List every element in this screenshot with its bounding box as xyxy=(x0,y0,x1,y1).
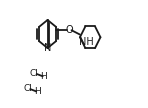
Text: O: O xyxy=(65,25,73,35)
Text: Cl: Cl xyxy=(23,84,32,93)
Text: Cl: Cl xyxy=(30,69,38,78)
Text: H: H xyxy=(34,87,41,96)
Text: NH: NH xyxy=(79,37,94,47)
Text: N: N xyxy=(44,43,51,53)
Text: H: H xyxy=(40,72,47,81)
